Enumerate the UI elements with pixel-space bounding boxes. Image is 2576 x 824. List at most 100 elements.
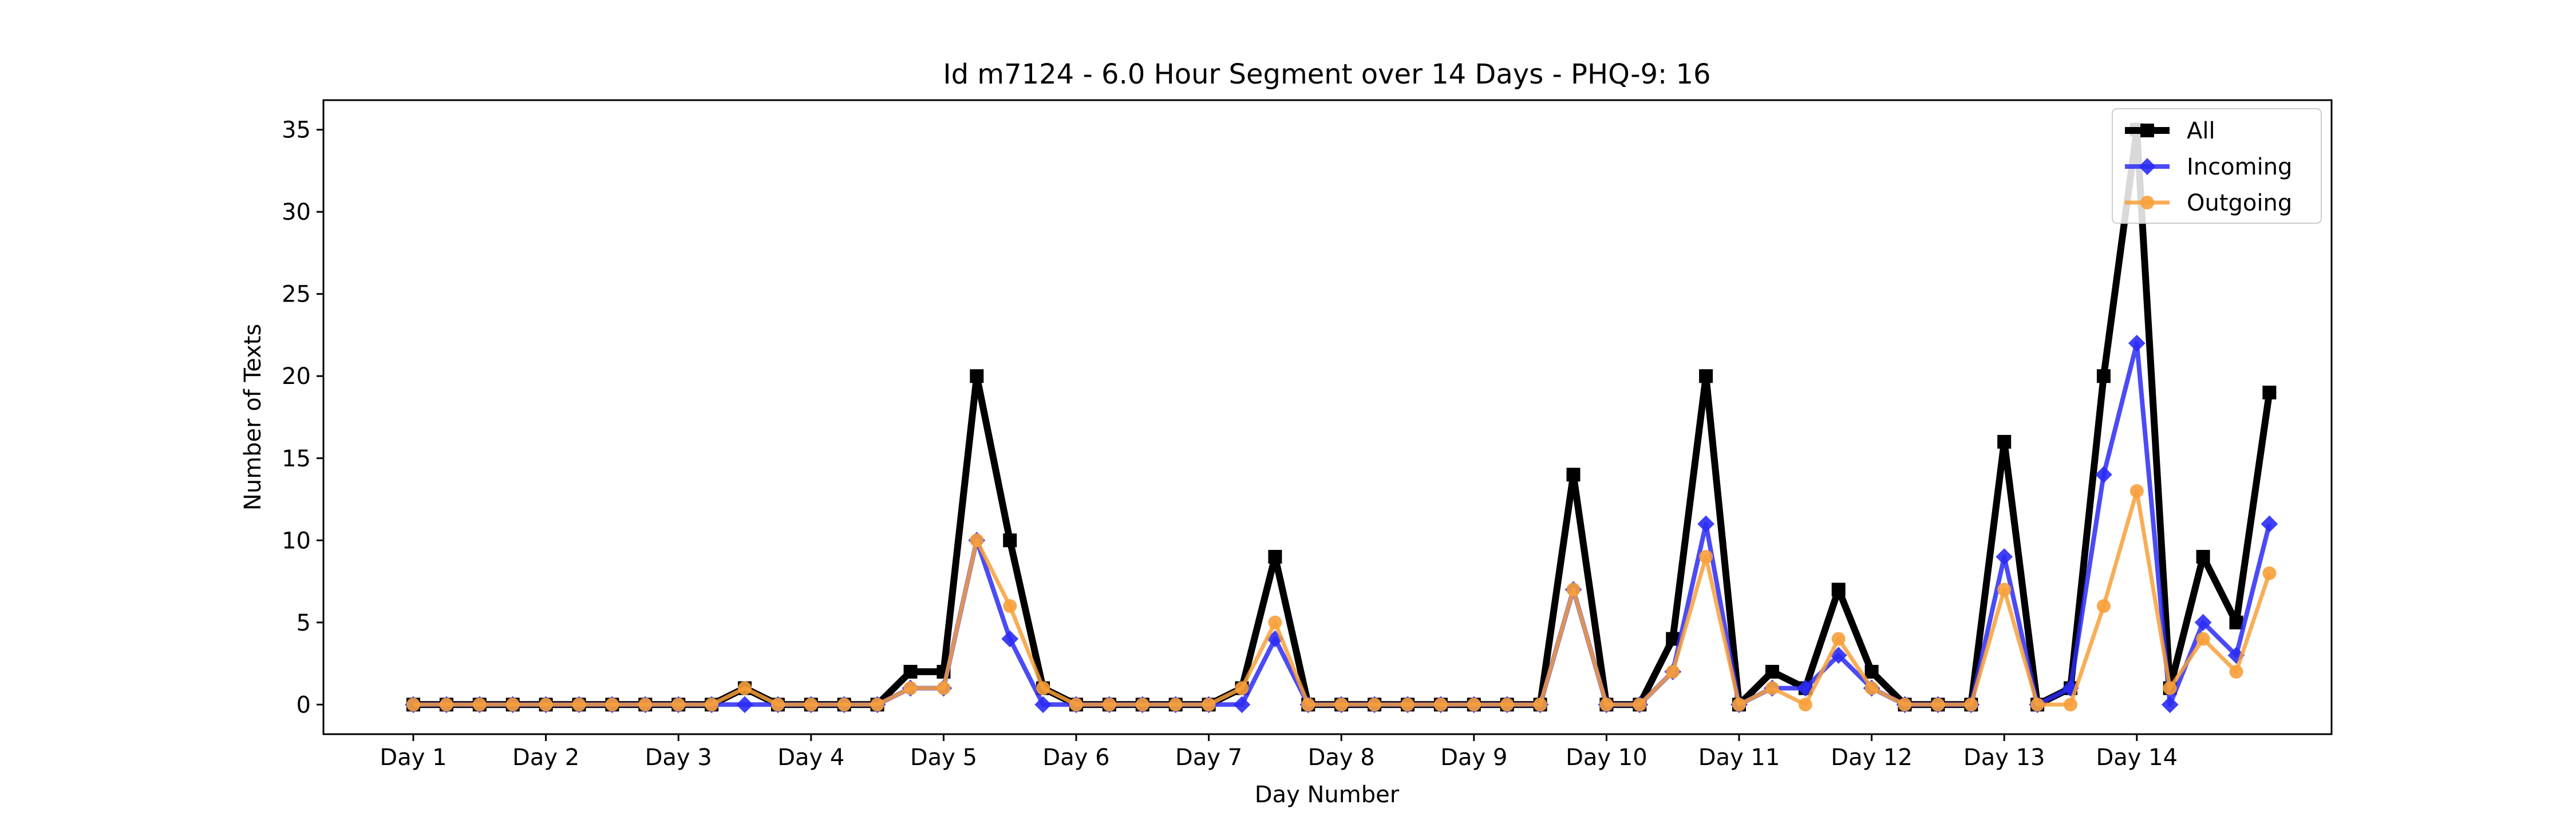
data-point-outgoing — [1997, 583, 2012, 597]
plot-frame — [322, 99, 2333, 735]
data-point-outgoing — [771, 698, 785, 712]
data-point-outgoing — [1135, 698, 1149, 712]
y-tick-label: 20 — [282, 363, 311, 390]
x-tick-label: Day 9 — [1440, 744, 1507, 771]
x-tick-label: Day 10 — [1566, 744, 1647, 771]
data-point-outgoing — [1964, 698, 1978, 712]
legend-box — [2112, 108, 2322, 224]
legend-marker — [2140, 196, 2154, 209]
x-tick-label: Day 12 — [1831, 744, 1913, 771]
data-point-all — [1831, 583, 1846, 597]
data-point-outgoing — [1368, 698, 1382, 712]
data-point-incoming — [2161, 696, 2179, 714]
data-point-outgoing — [1898, 698, 1912, 712]
y-tick-label: 15 — [282, 446, 311, 472]
data-point-incoming — [2095, 466, 2112, 484]
data-point-all — [1003, 533, 1017, 548]
plot-area — [322, 99, 2333, 735]
data-point-outgoing — [439, 698, 453, 712]
x-axis-label: Day Number — [1255, 782, 1400, 808]
x-tick-label: Day 5 — [910, 744, 977, 771]
x-tick-label: Day 3 — [645, 744, 712, 771]
data-point-outgoing — [1500, 698, 1514, 712]
data-point-outgoing — [1798, 698, 1812, 712]
legend-marker — [2140, 124, 2154, 137]
data-point-outgoing — [1732, 698, 1746, 712]
data-point-outgoing — [1102, 698, 1116, 712]
data-point-all — [1997, 435, 2012, 449]
x-axis: Day 1 Day 2 Day 3 Day 4 Day 5 Day 6 Day 7 Day 8… — [380, 734, 2178, 771]
y-axis-label: Number of Texts — [240, 324, 266, 510]
y-tick-label: 30 — [282, 199, 311, 225]
data-point-outgoing — [539, 698, 553, 712]
chart-title: Id m7124 - 6.0 Hour Segment over 14 Days… — [943, 58, 1710, 90]
data-point-incoming — [1034, 696, 1052, 714]
data-point-outgoing — [1699, 549, 1713, 564]
data-point-incoming — [1996, 548, 2013, 565]
data-point-outgoing — [1334, 698, 1349, 712]
x-tick-label: Day 4 — [777, 744, 844, 771]
data-point-outgoing — [605, 698, 619, 712]
x-tick-label: Day 11 — [1698, 744, 1780, 771]
data-point-outgoing — [1301, 698, 1315, 712]
y-tick-label: 5 — [297, 610, 311, 636]
x-tick-label: Day 7 — [1175, 744, 1242, 771]
data-point-all — [2229, 615, 2243, 629]
data-point-outgoing — [705, 698, 719, 712]
data-point-outgoing — [1864, 681, 1879, 695]
series-layer — [405, 122, 2278, 714]
data-point-outgoing — [2196, 632, 2210, 646]
data-point-all — [1699, 369, 1713, 383]
data-point-incoming — [1830, 647, 1847, 664]
legend-label-outgoing: Outgoing — [2187, 190, 2292, 216]
data-point-outgoing — [2096, 599, 2111, 613]
data-point-outgoing — [1036, 681, 1050, 695]
data-point-outgoing — [1633, 698, 1647, 712]
data-point-outgoing — [1433, 698, 1448, 712]
data-point-incoming — [2128, 334, 2146, 352]
x-tick-label: Day 13 — [1963, 744, 2045, 771]
data-point-all — [1268, 549, 1282, 564]
data-point-incoming — [2194, 613, 2212, 631]
data-point-incoming — [2261, 515, 2278, 533]
x-tick-label: Day 2 — [512, 744, 579, 771]
data-point-outgoing — [1401, 698, 1415, 712]
data-point-outgoing — [1599, 698, 1614, 712]
data-point-outgoing — [572, 698, 586, 712]
data-point-incoming — [736, 696, 753, 714]
legend-label-incoming: Incoming — [2187, 154, 2292, 180]
data-point-incoming — [1001, 630, 1019, 648]
legend-label-all: All — [2187, 118, 2215, 144]
legend-marker — [2139, 158, 2156, 175]
data-point-outgoing — [2030, 698, 2045, 712]
data-point-outgoing — [1533, 698, 1547, 712]
data-point-outgoing — [937, 681, 951, 695]
data-point-outgoing — [1831, 632, 1846, 646]
y-tick-label: 0 — [297, 692, 311, 718]
data-point-outgoing — [1168, 698, 1183, 712]
data-point-incoming — [2227, 647, 2245, 664]
data-point-incoming — [1697, 515, 1714, 533]
y-tick-label: 35 — [282, 117, 311, 144]
data-point-outgoing — [671, 698, 686, 712]
x-tick-label: Day 8 — [1308, 744, 1375, 771]
data-point-outgoing — [638, 698, 653, 712]
data-point-outgoing — [1566, 583, 1581, 597]
data-point-outgoing — [903, 681, 918, 695]
data-point-outgoing — [970, 533, 984, 548]
data-point-outgoing — [2129, 484, 2144, 498]
data-point-outgoing — [2229, 664, 2243, 679]
series-outgoing — [406, 484, 2277, 712]
legend: All Incoming Outgoing — [2112, 108, 2322, 224]
data-point-outgoing — [1931, 698, 1945, 712]
data-point-outgoing — [1765, 681, 1779, 695]
data-point-all — [2096, 369, 2111, 383]
data-point-outgoing — [1666, 664, 1680, 679]
x-tick-label: Day 14 — [2096, 744, 2178, 771]
data-point-all — [970, 369, 984, 383]
data-point-outgoing — [738, 681, 752, 695]
data-point-incoming — [1233, 696, 1251, 714]
data-point-outgoing — [1268, 615, 1282, 629]
y-axis: 0 5 10 15 20 25 30 35 — [282, 117, 323, 718]
